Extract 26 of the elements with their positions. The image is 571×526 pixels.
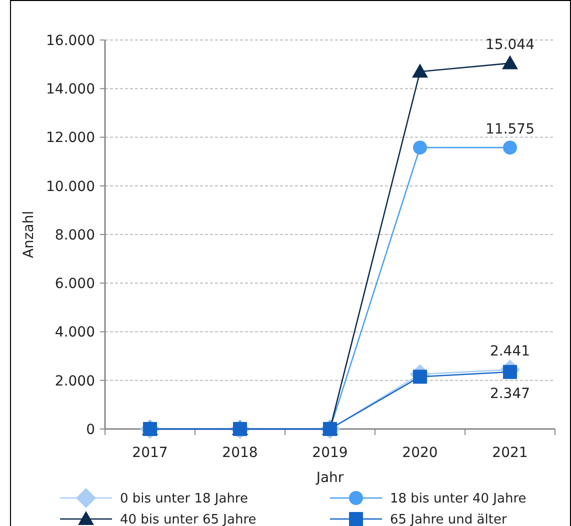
y-tick-label: 14.000 — [46, 82, 95, 98]
data-label: 2.441 — [490, 344, 530, 360]
y-tick-label: 16.000 — [46, 32, 95, 49]
x-tick-label: 2021 — [492, 445, 528, 461]
y-tick-label: 12.000 — [46, 130, 95, 146]
x-tick-label: 2019 — [312, 445, 348, 461]
y-tick-label: 6.000 — [54, 276, 95, 292]
legend-label: 65 Jahre und älter — [390, 512, 508, 526]
data-label: 11.575 — [486, 122, 534, 138]
legend-label: 18 bis unter 40 Jahre — [390, 492, 526, 507]
y-axis-title: Anzahl — [21, 210, 37, 258]
y-tick-label: 2.000 — [54, 373, 95, 390]
y-tick-label: 4.000 — [54, 324, 95, 341]
x-tick-label: 2020 — [402, 445, 438, 461]
point — [413, 140, 427, 155]
y-tick-label: 0 — [86, 422, 95, 438]
legend-label: 0 bis unter 18 Jahre — [120, 492, 248, 507]
legend-label: 40 bis unter 65 Jahre — [120, 512, 256, 526]
y-tick-label: 8.000 — [54, 227, 95, 244]
x-tick-label: 2017 — [132, 445, 168, 461]
data-label: 15.044 — [486, 37, 535, 54]
point — [503, 140, 517, 155]
x-tick-label: 2018 — [222, 445, 258, 461]
data-label: 2.347 — [490, 386, 530, 402]
x-axis-title: Jahr — [315, 470, 344, 486]
y-tick-label: 10.000 — [46, 178, 95, 195]
